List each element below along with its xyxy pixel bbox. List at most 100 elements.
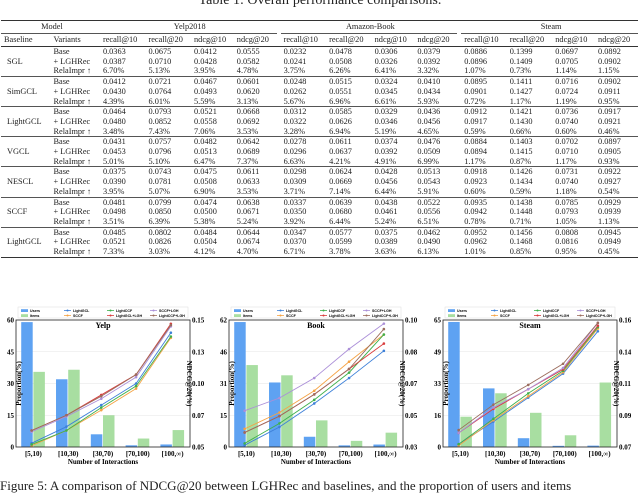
metric-value: 0.0892 xyxy=(598,47,621,56)
x-tick-label: [30,70) xyxy=(306,450,327,458)
metric-value: 0.93% xyxy=(595,156,638,168)
legend-label: LightCCF+LGH xyxy=(159,314,185,318)
table-row: + LGHRec 0.0521 0.0826 0.0504 0.0674 0.0370 0.… xyxy=(1,237,638,247)
metric-value: 0.0387 xyxy=(102,56,126,66)
y2-tick-label: 0.07 xyxy=(192,412,205,420)
point-lightgcl xyxy=(134,382,138,385)
point-lightccf xyxy=(312,398,316,402)
metric-value: 5.24% xyxy=(233,216,277,228)
metric-value: 0.0929 xyxy=(598,197,621,207)
point-lightccf-lgh xyxy=(278,414,281,418)
x-tick-label: [30,70) xyxy=(520,450,541,458)
metric-value: 0.0917 xyxy=(598,107,621,117)
metric-value: 0.0412 xyxy=(102,77,126,87)
metric-value: 6.13% xyxy=(414,247,458,258)
dataset-header-steam: Steam xyxy=(461,20,638,34)
metric-value: 0.0680 xyxy=(329,207,352,217)
metric-value: 0.71% xyxy=(506,216,553,228)
metric-value: 0.0324 xyxy=(374,77,398,87)
y-tick-label: 46 xyxy=(220,348,228,356)
chart-book: 0 15 31 46 62 0.03 0.05 0.07 0.08 0.10 Book [5,10) [… xyxy=(220,306,418,466)
metric-value: 0.0922 xyxy=(598,167,621,177)
x-tick-label: [100,∞) xyxy=(589,450,612,458)
y-tick-label: 33 xyxy=(434,380,442,388)
metric-value: 0.1427 xyxy=(509,86,533,96)
metric-value: 3.48% xyxy=(99,126,146,138)
point-lightgcl xyxy=(243,443,246,447)
metric-value: 0.0912 xyxy=(464,107,488,117)
metric-value: 0.0543 xyxy=(417,177,441,187)
metric-value: 0.66% xyxy=(506,126,553,138)
metric-value: 0.0935 xyxy=(464,197,488,207)
metric-value: 6.63% xyxy=(280,156,327,168)
metric-value: 6.39% xyxy=(145,216,192,228)
metric-value: 0.1426 xyxy=(509,167,533,177)
metric-value: 4.21% xyxy=(326,156,372,168)
metric-value: 5.07% xyxy=(145,186,192,198)
metric-value: 0.0624 xyxy=(329,167,352,177)
point-lightccf xyxy=(492,417,495,421)
metric-value: 5.10% xyxy=(145,156,192,168)
point-sccf-lgh xyxy=(457,431,460,435)
bar-items xyxy=(172,430,185,447)
x-tick-label: [10,30) xyxy=(58,450,79,458)
legend-box xyxy=(230,306,402,319)
metric-value: 0.0671 xyxy=(236,207,260,217)
point-lightgcl xyxy=(347,376,351,380)
legend-marker xyxy=(493,309,496,312)
legend-marker xyxy=(365,309,368,312)
bar-items xyxy=(33,371,45,447)
metric-value: 0.0262 xyxy=(283,86,307,96)
metric-value: 0.0298 xyxy=(283,167,307,177)
metric-value: 0.0504 xyxy=(194,237,217,247)
metric-value: 0.0434 xyxy=(417,86,441,96)
point-lightgcl-lgh xyxy=(596,324,600,327)
legend-swatch xyxy=(234,309,241,312)
legend-label: LightGCL xyxy=(73,309,90,313)
point-sccf-lgh xyxy=(312,376,316,380)
legend-label: LightGCL xyxy=(500,309,517,313)
point-lightccf xyxy=(134,384,138,388)
bar-users xyxy=(338,445,351,447)
metric-value: 4.70% xyxy=(233,247,277,258)
baseline-name: VGCL xyxy=(1,136,51,168)
metric-value: 0.1468 xyxy=(509,237,533,247)
metric-value: 0.0689 xyxy=(236,147,260,157)
metric-value: 0.1430 xyxy=(509,116,533,126)
metric-value: 0.0896 xyxy=(464,56,488,66)
metric-value: 0.0481 xyxy=(102,197,126,207)
metric-value: 0.0901 xyxy=(464,86,488,96)
plot-frame xyxy=(15,319,191,448)
point-lightccf-lgh xyxy=(243,431,246,434)
metric-value: 0.0894 xyxy=(464,147,488,157)
metric-value: 0.0710 xyxy=(555,147,579,157)
legend-label: Items xyxy=(457,314,466,318)
metric-value: 0.0346 xyxy=(374,116,398,126)
baseline-name: SCCF xyxy=(1,197,51,228)
metric-value: 0.1411 xyxy=(509,77,533,87)
dataset-header-amazon: Amazon-Book xyxy=(280,20,458,34)
legend-marker xyxy=(322,309,325,312)
point-lightccf-lgh xyxy=(492,403,495,406)
x-axis-label: Number of Interactions xyxy=(281,458,352,466)
point-sccf xyxy=(99,408,103,412)
metric-value: 0.0555 xyxy=(236,47,260,56)
metric-value: 0.1448 xyxy=(509,207,533,217)
table-row: + LGHRec 0.0390 0.0781 0.0508 0.0633 0.0309 0.… xyxy=(1,177,638,187)
metric-value: 0.72% xyxy=(461,96,507,108)
variant-label: Base xyxy=(53,107,70,117)
metric-value: 0.0850 xyxy=(148,207,172,217)
metric-value: 6.70% xyxy=(99,66,146,78)
bar-users xyxy=(517,438,530,447)
metric-value: 6.96% xyxy=(326,96,372,108)
variant-label: + LGHRec xyxy=(53,177,91,187)
metric-value: 6.90% xyxy=(191,186,234,198)
metric-value: 0.1403 xyxy=(509,137,533,147)
metric-value: 0.0921 xyxy=(598,116,621,126)
metric-value: 0.0917 xyxy=(464,116,488,126)
metric-value: 0.0370 xyxy=(283,237,307,247)
legend-marker xyxy=(109,309,112,312)
legend-marker xyxy=(152,314,155,317)
metric-value: 0.0428 xyxy=(374,167,398,177)
legend-label: Users xyxy=(30,309,40,313)
